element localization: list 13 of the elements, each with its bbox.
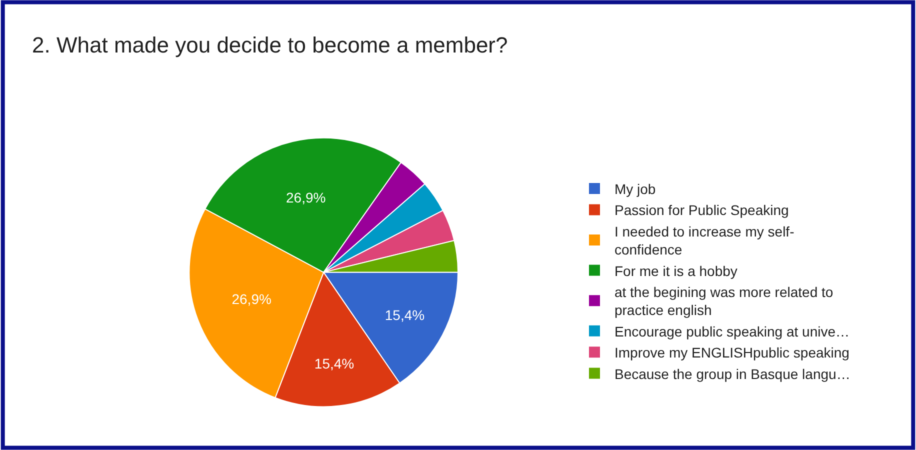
legend-label: Encourage public speaking at unive… (614, 323, 850, 340)
legend-label: My job (614, 180, 656, 197)
data-label: 15,4% (314, 355, 354, 372)
chart-title: 2. What made you decide to become a member? (32, 32, 508, 58)
data-label: 15,4% (384, 307, 425, 324)
legend-label: I needed to increase my self-confidence (614, 223, 795, 258)
legend-label: Because the group in Basque langu… (614, 366, 850, 382)
legend-label: at the begining was more related to practice english (614, 284, 834, 318)
data-label: 26,9% (232, 291, 272, 308)
legend-label: For me it is a hobby (614, 262, 738, 279)
legend-label: Passion for Public Speaking (614, 202, 789, 218)
data-label: 26,9% (286, 190, 326, 206)
legend-label: Improve my ENGLISHpublic speaking (614, 344, 850, 361)
